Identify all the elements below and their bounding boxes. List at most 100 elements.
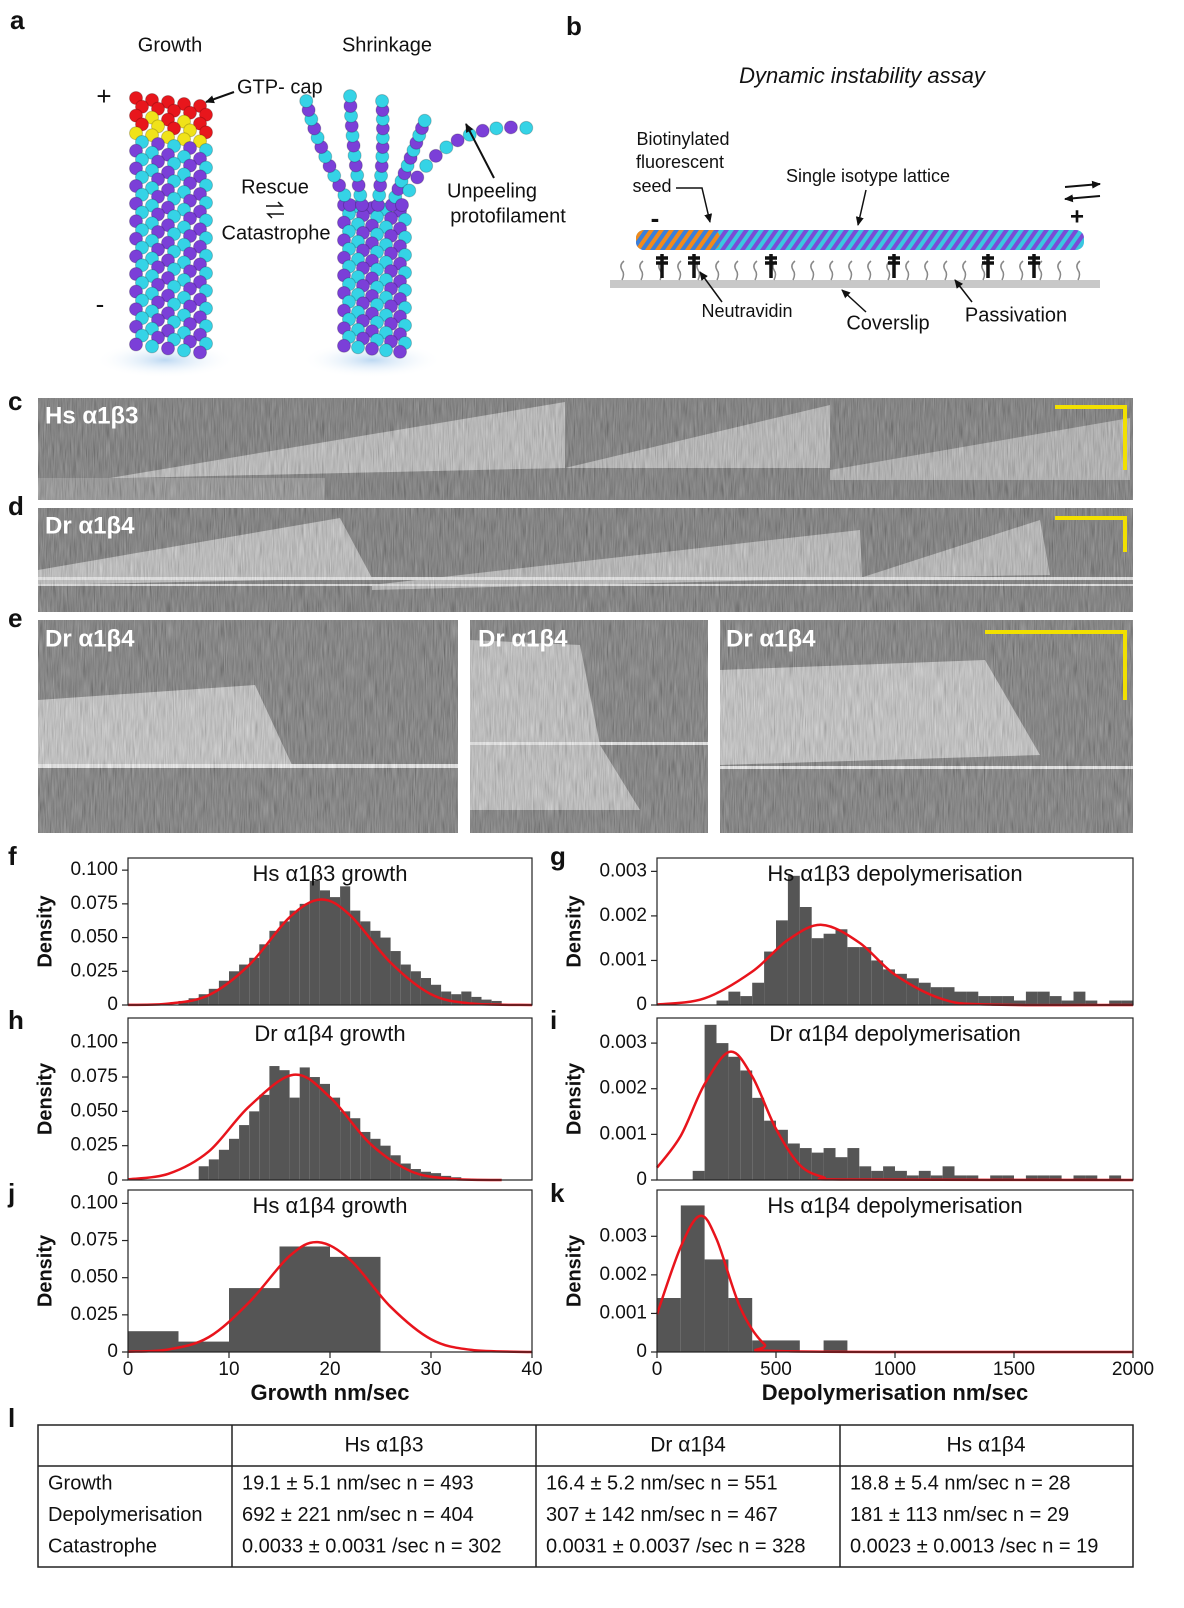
x-tick-label: 1500 [993, 1359, 1035, 1380]
peg [621, 261, 624, 280]
bar [752, 983, 764, 1005]
y-tick-label: 0.003 [599, 860, 647, 881]
row-label: Depolymerisation [48, 1504, 203, 1526]
bar [320, 890, 330, 1005]
kymo-label: Dr α1β4 [45, 625, 135, 652]
chart-title: Dr α1β4 growth [254, 1021, 405, 1046]
tubulin [490, 122, 503, 135]
bar [728, 1057, 740, 1180]
bar [1038, 992, 1050, 1005]
passivation [621, 254, 1080, 280]
bar [728, 992, 740, 1005]
bar [259, 1095, 269, 1180]
x-tick-label: 20 [319, 1359, 340, 1380]
tubulin [146, 340, 159, 353]
table-cell: 0.0031 ± 0.0037 /sec n = 328 [546, 1535, 806, 1557]
bar [330, 1098, 340, 1180]
peg [754, 261, 757, 280]
y-axis-label: Density [563, 1234, 585, 1307]
tubulin [194, 346, 207, 359]
y-tick-label: 0.001 [599, 1123, 647, 1144]
kymograph: Dr α1β4 [38, 620, 458, 833]
gtp-cap-label: GTP- cap [237, 76, 323, 98]
y-tick-label: 0.050 [70, 1100, 118, 1121]
kymograph: Hs α1β3 [38, 398, 1133, 500]
bar [824, 934, 836, 1005]
peg [811, 261, 814, 280]
bar [776, 920, 788, 1005]
panel-label: k [550, 1178, 565, 1208]
bar [824, 1148, 836, 1180]
arrow [858, 190, 866, 225]
y-tick-label: 0.001 [599, 949, 647, 970]
panel-label: d [8, 491, 24, 521]
y-tick-label: 0 [636, 1341, 647, 1362]
chart-title: Hs α1β3 growth [253, 861, 408, 886]
bar [883, 1166, 895, 1180]
peg [868, 261, 871, 280]
shrinkage-label: Shrinkage [342, 34, 432, 56]
peg [1001, 261, 1004, 280]
bar [859, 947, 871, 1005]
bar [280, 921, 290, 1005]
bar [280, 1246, 331, 1352]
y-axis-label: Density [563, 895, 585, 968]
bar [219, 1150, 229, 1180]
tubulin [344, 90, 357, 103]
lattice-label: Single isotype lattice [786, 166, 950, 186]
bar [859, 1166, 871, 1180]
arrow [842, 290, 866, 312]
tubulin [420, 159, 433, 172]
figure: a b c d e f g h i j k l Growth Shrinkage… [0, 0, 1184, 1608]
table-cell: 0.0023 ± 0.0013 /sec n = 19 [850, 1535, 1098, 1557]
bar [824, 1340, 848, 1352]
bar [847, 1148, 859, 1180]
tubulin [352, 341, 365, 354]
kymo-noise [38, 508, 1133, 612]
bar [836, 929, 848, 1005]
x-tick-label: 30 [420, 1359, 441, 1380]
y-tick-label: 0.050 [70, 1267, 118, 1288]
bar [300, 1067, 310, 1180]
x-tick-label: 0 [123, 1359, 134, 1380]
tubulin [376, 95, 389, 108]
passivation-label: Passivation [965, 304, 1067, 326]
tubulin [338, 339, 351, 352]
panel-label: e [8, 603, 22, 633]
y-tick-label: 0 [636, 994, 647, 1015]
panel-label: l [8, 1403, 15, 1433]
peg [792, 261, 795, 280]
peg [830, 261, 833, 280]
table-cell: 18.8 ± 5.4 nm/sec n = 28 [850, 1472, 1071, 1494]
catastrophe-label: Catastrophe [222, 222, 331, 244]
x-tick-label: 500 [760, 1359, 792, 1380]
y-tick-label: 0 [107, 1341, 118, 1362]
tubulin [380, 344, 393, 357]
bar [199, 1166, 209, 1180]
x-tick-label: 2000 [1112, 1359, 1154, 1380]
table-header: Dr α1β4 [650, 1434, 726, 1457]
panel-label: g [550, 841, 566, 871]
peg [716, 261, 719, 280]
y-tick-label: 0 [636, 1169, 647, 1190]
neutravidin [656, 254, 668, 278]
bar [290, 1098, 300, 1180]
neutravidin [688, 254, 700, 278]
bar [1026, 992, 1038, 1005]
bar [836, 1157, 848, 1180]
bar [847, 947, 859, 1005]
unpeeling-label: Unpeeling [447, 180, 537, 202]
unpeeling-label: protofilament [450, 205, 566, 227]
peg [849, 261, 852, 280]
y-tick-label: 0.002 [599, 1264, 647, 1285]
panel-label: b [566, 11, 582, 41]
seed-label: Biotinylated [636, 129, 729, 149]
kymo-label: Dr α1β4 [726, 625, 816, 652]
bar [330, 1257, 381, 1352]
arrow [1065, 196, 1100, 199]
panel-label: i [550, 1005, 557, 1035]
y-tick-label: 0.025 [70, 1304, 118, 1325]
tubulin [403, 184, 416, 197]
chart-title: Dr α1β4 depolymerisation [769, 1021, 1021, 1046]
